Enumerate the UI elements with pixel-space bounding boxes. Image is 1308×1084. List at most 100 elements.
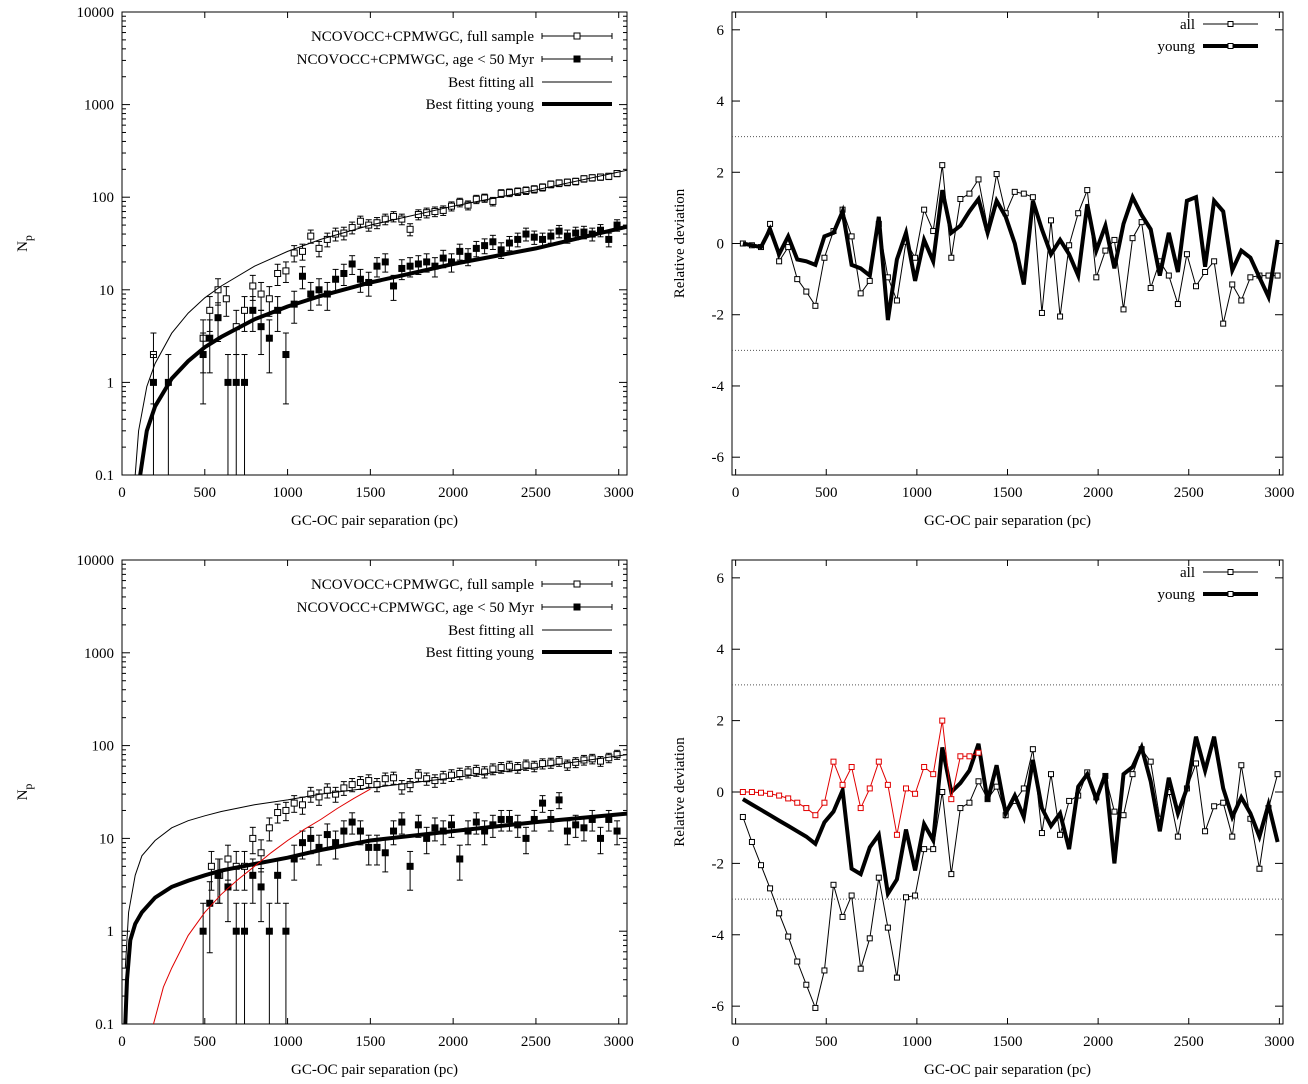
y-tick-label: 1000 [84,98,114,114]
data-point-open [332,790,340,798]
data-point-open [1084,187,1091,194]
y-tick-label: 1 [107,375,115,391]
data-point-open [489,765,497,773]
x-tick-label: 500 [194,1034,217,1050]
data-point-open [1048,217,1054,224]
data-point-open [1211,258,1218,265]
y-tick-label: 0.1 [95,468,114,484]
x-tick-label: 2500 [521,1034,551,1050]
plot-frame [731,559,1284,1025]
plot-area [739,717,1281,1011]
y-tick-label: 100 [92,190,115,206]
legend-entry-label: NCOVOCC+CPMWGC, full sample [311,29,534,45]
legend-sample-marker [1227,591,1234,597]
data-point-open [539,183,547,191]
data-point-filled [406,862,414,870]
y-axis-label: Np [15,235,35,252]
data-point-open [472,766,480,774]
data-point-open [1165,272,1172,279]
data-point-filled [530,233,538,241]
plot-frame [121,559,628,1025]
legend-entry-label: NCOVOCC+CPMWGC, full sample [311,577,534,593]
data-point-open [812,302,819,309]
series-4-fit-curve [153,788,371,1024]
data-point-filled [572,229,580,237]
data-point-open [249,834,257,842]
legend-entry-label: NCOVOCC+CPMWGC, age < 50 Myr [297,600,534,616]
data-point-filled [224,883,232,891]
data-point-open [794,799,801,806]
data-point-open [514,188,522,196]
data-point-open [464,201,472,209]
data-point-open [748,789,755,795]
data-point-open [1011,188,1018,195]
data-point-filled [232,927,240,935]
data-point-filled [398,818,406,826]
data-point-filled [381,258,389,266]
data-point-open [1220,320,1227,327]
data-point-open [1147,285,1154,292]
data-point-open [830,881,837,888]
data-point-filled [472,244,480,252]
x-tick-label: 1500 [993,1034,1023,1050]
data-point-filled [257,323,265,331]
data-point-open [348,781,356,789]
data-point-open [1111,808,1118,815]
data-point-filled [340,269,348,277]
data-point-filled [282,351,290,359]
data-point-filled [332,275,340,283]
data-point-filled [249,871,257,879]
data-point-open [893,974,900,981]
x-tick-label: 2500 [1174,1034,1204,1050]
data-point-open [265,824,273,832]
plot-frame [121,11,628,476]
data-point-open [975,749,982,756]
data-point-open [505,762,513,770]
data-point-open [993,171,1000,178]
data-point-open [555,179,563,187]
data-point-open [298,801,306,809]
data-point-open [921,764,928,771]
data-point-open [547,180,555,188]
legend-sample-marker [1227,21,1234,27]
data-point-open [282,267,290,275]
data-point-open [803,805,810,812]
data-point-open [505,189,513,197]
data-point-open [315,244,323,252]
data-point-open [866,935,873,942]
data-point-filled [414,821,422,829]
data-point-open [605,172,613,180]
data-point-open [821,254,828,261]
data-point-open [758,862,764,869]
data-point-open [1193,283,1199,290]
data-point-filled [563,232,571,240]
data-point-open [785,933,792,940]
data-point-filled [348,818,356,826]
data-point-open [839,781,846,788]
data-point-filled [481,242,489,250]
data-point-open [1274,771,1281,778]
chart-panel-bottom-left: 0 500 1000 1500 2000 2500 3000 0.1 1 10 100 1000 100… [15,553,634,1078]
series-2-fit-curve [134,169,627,475]
legend-entry-label: Best fitting young [426,645,535,661]
x-tick-label: 1000 [273,485,303,501]
data-point-open [563,761,571,769]
data-point-open [803,288,810,295]
y-axis-label-main: N [15,789,31,800]
x-tick-label: 1000 [273,1034,303,1050]
data-point-filled [447,821,455,829]
data-point-open [1247,274,1254,281]
data-point-open [912,254,919,261]
legend-entry-label: NCOVOCC+CPMWGC, age < 50 Myr [297,52,534,68]
data-point-open [767,885,774,892]
data-point-open [921,846,928,853]
y-tick-label: 1000 [84,646,114,662]
data-point-open [522,187,530,195]
data-point-filled [489,238,497,246]
data-point-filled [307,290,315,298]
data-point-open [1238,762,1245,769]
data-point-open [1147,758,1154,765]
y-tick-label: 6 [717,23,725,39]
data-point-open [930,846,937,853]
data-point-open [1066,797,1073,804]
